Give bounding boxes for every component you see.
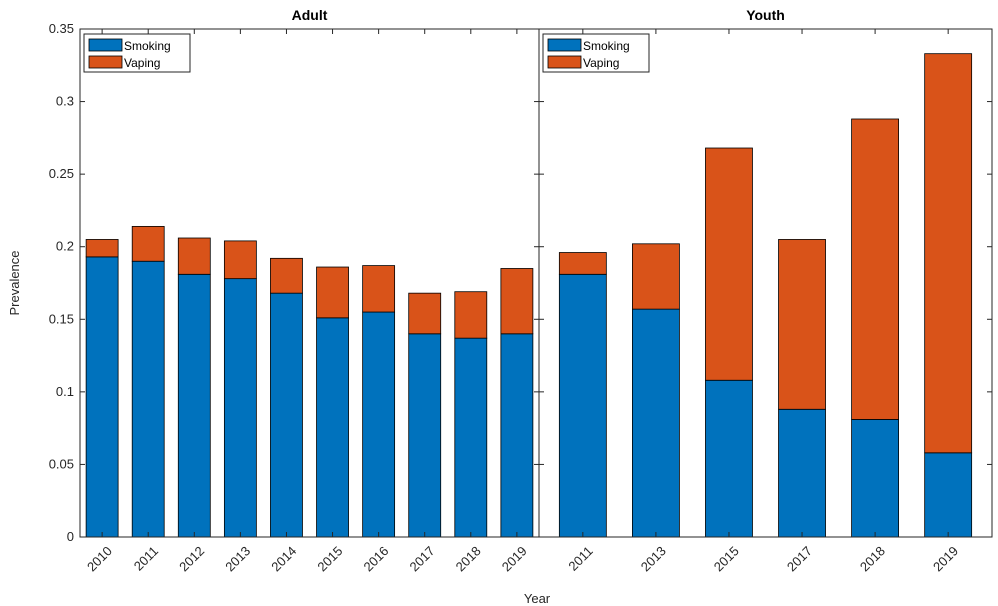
x-tick-label: 2012 [176,543,207,574]
legend-swatch-vaping [88,55,123,69]
bar-smoking-2019 [500,333,534,538]
bar-vaping-2019 [924,53,973,454]
y-tick-label: 0.15 [49,311,74,326]
bar-vaping-2018 [454,291,488,339]
y-tick-label: 0.35 [49,21,74,36]
y-tick-label: 0.25 [49,166,74,181]
y-tick-label: 0.05 [49,456,74,471]
bar-smoking-2017 [408,333,442,538]
x-tick-label: 2013 [222,543,253,574]
bar-vaping-2018 [851,118,899,420]
y-tick-label: 0.1 [56,384,74,399]
legend: Smoking Vaping [542,33,650,73]
bar-smoking-2011 [131,260,165,538]
bar-smoking-2015 [705,379,753,538]
x-tick-label: 2011 [131,543,161,573]
bar-vaping-2011 [131,225,165,262]
x-tick-label: 2017 [407,543,438,574]
bar-vaping-2019 [500,268,534,335]
y-axis-title: Prevalence [7,250,22,315]
bar-vaping-2010 [85,239,119,258]
panel-youth: Youth 2011 2013 2015 2017 2018 2019 Smoking Vapi… [538,7,993,574]
bar-smoking-2014 [270,292,303,538]
bar-smoking-2017 [778,408,826,538]
y-tick-label: 0.2 [56,239,74,254]
bar-vaping-2014 [270,257,303,294]
bar-vaping-2015 [316,266,349,319]
x-tick-label: 2016 [360,543,391,574]
panel-title: Adult [292,7,328,23]
x-tick-label: 2013 [638,543,669,574]
x-tick-label: 2018 [453,543,484,574]
legend-label-smoking: Smoking [124,39,171,53]
bar-vaping-2015 [705,147,753,381]
bar-smoking-2013 [632,308,680,538]
y-tick-label: 0.3 [56,94,74,109]
x-axis-title: Year [524,591,551,606]
bar-smoking-2010 [85,256,119,538]
legend-label-smoking: Smoking [583,39,630,53]
bar-vaping-2012 [177,237,211,275]
legend-label-vaping: Vaping [583,56,619,70]
x-tick-label: 2015 [314,543,345,574]
x-tick-label: 2017 [784,543,815,574]
bar-vaping-2013 [223,240,257,280]
legend-label-vaping: Vaping [124,56,160,70]
bar-smoking-2011 [558,273,607,538]
legend-swatch-vaping [547,55,582,69]
x-tick-label: 2019 [499,543,530,574]
x-tick-label: 2015 [711,543,742,574]
bar-smoking-2018 [454,337,488,538]
panels-layer: Adult 2010 2011 2012 2013 2014 2015 2016 2017 201… [49,7,993,574]
bar-vaping-2017 [778,239,826,410]
panel-adult: Adult 2010 2011 2012 2013 2014 2015 2016 2017 201… [49,7,540,574]
x-tick-label: 2019 [930,543,961,574]
x-tick-label: 2018 [857,543,888,574]
bar-vaping-2013 [632,243,680,310]
bar-vaping-2011 [558,252,607,275]
legend-swatch-smoking [88,38,123,52]
bar-smoking-2018 [851,419,899,538]
panel-title: Youth [746,7,785,23]
bar-vaping-2017 [408,292,442,335]
legend: Smoking Vaping [83,33,191,73]
legend-swatch-smoking [547,38,582,52]
bar-smoking-2016 [362,311,396,538]
bar-smoking-2019 [924,452,973,538]
plot-area-border [538,28,993,538]
bar-smoking-2015 [316,317,349,538]
x-tick-label: 2011 [565,543,595,573]
x-tick-label: 2014 [268,543,299,574]
bar-smoking-2013 [223,278,257,538]
y-tick-label: 0 [67,529,74,544]
x-tick-label: 2010 [84,543,115,574]
bar-smoking-2012 [177,273,211,538]
bar-vaping-2016 [362,265,396,313]
